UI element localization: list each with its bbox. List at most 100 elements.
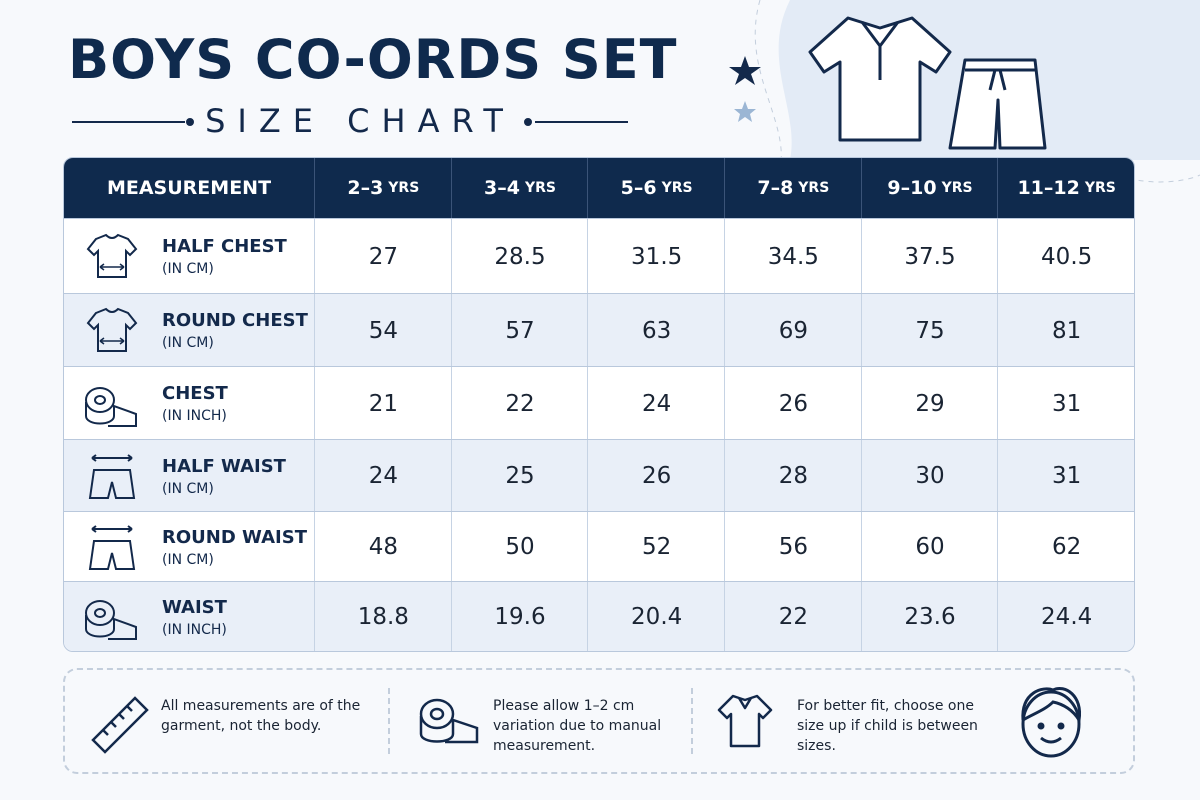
size-value: 63 [587, 294, 725, 367]
size-value: 22 [724, 582, 862, 651]
measurement-name: ROUND CHEST [162, 310, 308, 331]
age-unit: YRS [1084, 180, 1116, 196]
size-value: 21 [314, 367, 452, 440]
clothes-illustration [808, 16, 1047, 150]
header-cell: 11–12 YRS [997, 158, 1134, 218]
age-range: 7–8 [757, 177, 794, 199]
size-value: 57 [450, 294, 589, 367]
dashed-curve [754, 0, 1200, 183]
measurement-icon [85, 386, 137, 427]
size-value: 34.5 [724, 219, 862, 294]
size-value: 69 [724, 294, 862, 367]
size-value: 50 [450, 512, 589, 582]
size-value: 29 [860, 367, 999, 440]
measurement-unit: (IN CM) [162, 551, 214, 568]
measurement-name: HALF WAIST [162, 455, 286, 477]
size-value: 24 [314, 440, 452, 512]
header-cell: 5–6 YRS [587, 158, 725, 218]
measurement-name: WAIST [162, 596, 227, 618]
size-value: 81 [997, 294, 1134, 367]
note: All measurements are of the garment, not… [161, 698, 361, 734]
age-range: 3–4 [484, 177, 520, 199]
row-label: HALF CHEST (IN CM) [162, 219, 287, 294]
age-unit: YRS [524, 180, 556, 196]
table-row: HALF WAIST (IN CM) 24 25 26 28 30 31 [64, 439, 1134, 512]
size-table: MEASUREMENT 2–3 YRS 3–4 YRS 5–6 YRS 7–8 YRS 9–10 Y… [63, 157, 1135, 652]
size-value: 19.6 [450, 582, 589, 651]
separator [388, 688, 390, 754]
row-label: ROUND CHEST (IN CM) [162, 294, 308, 367]
measurement-name: HALF CHEST [162, 236, 287, 257]
age-range: 5–6 [620, 177, 657, 199]
header-cell: 7–8 YRS [724, 158, 862, 218]
age-range: 9–10 [887, 177, 937, 199]
header-cell: MEASUREMENT [106, 177, 272, 199]
note: Please allow 1–2 cm variation due to man… [493, 698, 662, 754]
size-value: 28 [724, 440, 862, 512]
table-row: WAIST (IN INCH) 18.8 19.6 20.4 22 23.6 24.4 [64, 581, 1134, 651]
age-range: 11–12 [1017, 177, 1080, 199]
row-label: WAIST (IN INCH) [162, 582, 227, 651]
age-unit: YRS [798, 180, 830, 196]
size-value: 26 [587, 440, 725, 512]
size-value: 23.6 [860, 582, 999, 651]
table-row: HALF CHEST (IN CM) 27 28.5 31.5 34.5 37.5 40.5 [64, 218, 1134, 294]
size-value: 30 [860, 440, 999, 512]
size-value: 25 [450, 440, 589, 512]
star [734, 101, 756, 122]
size-value: 28.5 [450, 219, 589, 294]
measurement-name: CHEST [162, 383, 228, 404]
separator [691, 688, 693, 754]
size-value: 60 [860, 512, 999, 582]
size-value: 62 [997, 512, 1134, 582]
star [729, 56, 761, 85]
measurement-name: ROUND WAIST [162, 526, 307, 548]
table-row: ROUND CHEST (IN CM) 54 57 63 69 75 81 [64, 293, 1134, 367]
subtitle: SIZE CHART [205, 102, 515, 140]
row-label: ROUND WAIST (IN CM) [162, 512, 307, 582]
measurement-icon [86, 233, 138, 278]
measurement-icon [88, 454, 136, 499]
size-value: 24 [587, 367, 725, 440]
age-unit: YRS [661, 180, 693, 196]
age-range: 2–3 [347, 177, 384, 199]
size-value: 22 [450, 367, 589, 440]
size-value: 48 [314, 512, 452, 582]
notes: All measurements are of the garment, not… [63, 668, 1135, 774]
measurement-icon [88, 525, 136, 570]
ruler-icon [91, 696, 149, 754]
size-value: 54 [314, 294, 452, 367]
age-unit: YRS [388, 180, 420, 196]
size-value: 75 [860, 294, 999, 367]
measurement-unit: (IN INCH) [162, 621, 227, 638]
measurement-unit: (IN CM) [162, 335, 214, 351]
title: BOYS CO-ORDS SET [68, 28, 678, 91]
age-unit: YRS [941, 180, 973, 196]
header-cell: 3–4 YRS [450, 158, 589, 218]
note: For better fit, choose one size up if ch… [797, 698, 978, 754]
measurement-unit: (IN CM) [162, 261, 214, 277]
measurement-icon [86, 307, 138, 352]
size-value: 56 [724, 512, 862, 582]
size-value: 40.5 [997, 219, 1134, 294]
size-value: 31.5 [587, 219, 725, 294]
size-value: 20.4 [587, 582, 725, 651]
table-row: CHEST (IN INCH) 21 22 24 26 29 31 [64, 366, 1134, 440]
face-icon [1021, 687, 1082, 758]
measurement-unit: (IN INCH) [162, 408, 227, 424]
size-value: 27 [314, 219, 452, 294]
polo-icon [717, 694, 773, 748]
tape-icon [419, 698, 479, 744]
measurement-icon [85, 600, 137, 640]
size-value: 52 [587, 512, 725, 582]
measurement-unit: (IN CM) [162, 480, 214, 497]
size-value: 26 [724, 367, 862, 440]
table-row: ROUND WAIST (IN CM) 48 50 52 56 60 62 [64, 511, 1134, 582]
size-value: 37.5 [860, 219, 999, 294]
header-row: MEASUREMENT 2–3 YRS 3–4 YRS 5–6 YRS 7–8 YRS 9–10 Y… [64, 158, 1134, 218]
row-label: HALF WAIST (IN CM) [162, 440, 286, 512]
row-label: CHEST (IN INCH) [162, 367, 228, 440]
size-value: 31 [997, 440, 1134, 512]
